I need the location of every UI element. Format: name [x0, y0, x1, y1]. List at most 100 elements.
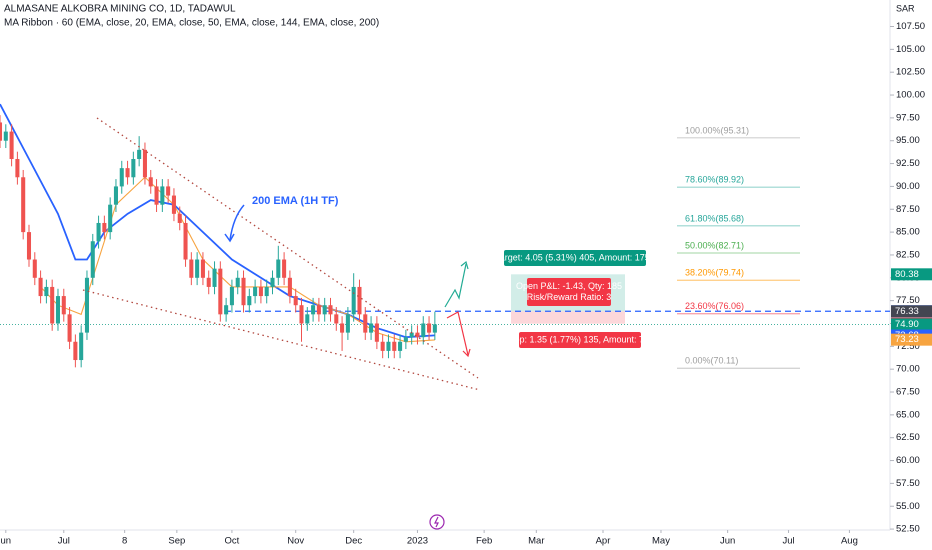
candle-body [363, 314, 368, 333]
x-tick-label: Aug [841, 536, 858, 547]
candle-body [380, 341, 385, 351]
candle-body [131, 159, 136, 178]
annotation-text: 200 EMA (1H TF) [252, 195, 339, 207]
candle-body [316, 305, 321, 315]
position-label: Target: 4.05 (5.31%) 405, Amount: 1750 [495, 252, 655, 262]
event-icon [429, 514, 445, 530]
candle-body [264, 286, 269, 297]
x-tick-label: Sep [168, 536, 185, 547]
arrowhead [224, 233, 235, 243]
candle-body [84, 277, 89, 333]
y-tick-label: 87.50 [896, 204, 920, 215]
price-tag-label: 73.23 [895, 334, 919, 345]
candle-body [79, 332, 84, 361]
moving-average [0, 103, 435, 339]
x-tick-label: Oct [225, 536, 240, 547]
y-tick-label: 82.50 [896, 249, 920, 260]
candle-body [398, 341, 403, 351]
candle-body [171, 195, 176, 214]
candle-body [61, 296, 66, 315]
candle-body [247, 296, 252, 306]
y-tick-label: 67.50 [896, 387, 920, 398]
candle-body [351, 286, 356, 315]
x-tick-label: May [652, 536, 670, 547]
candle-body [328, 305, 333, 315]
y-tick-label: 57.50 [896, 478, 920, 489]
price-tag-label: 74.90 [895, 319, 919, 330]
x-tick-label: Feb [476, 536, 492, 547]
candle-body [235, 277, 240, 287]
y-tick-label: 97.50 [896, 112, 920, 123]
candle-body [282, 259, 287, 278]
y-tick-label: 92.50 [896, 158, 920, 169]
price-tag-label: 80.38 [895, 269, 919, 280]
y-tick-label: 60.00 [896, 455, 920, 466]
position-label-box [519, 332, 641, 348]
candle-body [96, 222, 101, 242]
fib-label: 38.20%(79.74) [685, 268, 744, 278]
candle-body [427, 323, 432, 333]
candle-body [119, 168, 124, 187]
candle-body [137, 149, 142, 159]
candle-body [44, 286, 49, 297]
candle-body [369, 323, 374, 333]
candle-body [195, 259, 200, 278]
x-tick-label: Mar [528, 536, 544, 547]
price-tag [891, 305, 932, 318]
candle-body [415, 332, 420, 338]
y-tick-label: 105.00 [896, 44, 925, 55]
candle-body [403, 337, 408, 342]
x-tick-label: 8 [122, 536, 127, 547]
x-tick-label: Apr [596, 536, 611, 547]
drawings: 200 EMA (1H TF) [82, 117, 481, 530]
candle-body [113, 186, 118, 205]
candle-body [189, 259, 194, 278]
candle-body [334, 314, 339, 324]
candle-body [108, 204, 113, 233]
candle-body [142, 149, 147, 178]
candle-body [218, 268, 223, 315]
candle-body [322, 305, 327, 315]
fib-label: 61.80%(85.68) [685, 213, 744, 223]
candle-body [3, 131, 8, 141]
candle-body [21, 177, 26, 233]
candle-body [160, 186, 165, 205]
candle-body [287, 277, 292, 297]
candle-body [183, 222, 188, 260]
chart-title: ALMASANE ALKOBRA MINING CO, 1D, TADAWUL [4, 4, 236, 15]
upper-trendline [96, 117, 479, 379]
fib-label: 50.00%(82.71) [685, 240, 744, 250]
candle-body [270, 277, 275, 287]
candle-body [253, 286, 258, 297]
bull-path-arrow [444, 263, 467, 308]
x-tick-label: Dec [345, 536, 362, 547]
x-tick-label: Jun [720, 536, 735, 547]
candle-body [345, 314, 350, 333]
y-tick-label: 107.50 [896, 21, 925, 32]
candle-body [409, 332, 414, 338]
price-tag [891, 268, 932, 281]
y-tick-label: 55.00 [896, 501, 920, 512]
arrowhead [462, 348, 471, 358]
bear-path-arrow [446, 311, 469, 356]
candle-body [90, 241, 95, 278]
event-bolt [434, 516, 439, 528]
y-tick-label: 52.50 [896, 524, 920, 535]
candle-body [73, 341, 78, 361]
fib-label: 100.00%(95.31) [685, 125, 749, 135]
candle-body [229, 286, 234, 306]
x-tick-label: Jul [58, 536, 70, 547]
y-tick-label: 85.00 [896, 227, 920, 238]
annotation-arrow [229, 204, 245, 241]
candle-body [311, 305, 316, 315]
y-tick-label: 102.50 [896, 67, 925, 78]
candle-body [9, 131, 14, 159]
candle-body [305, 314, 310, 324]
candle-body [55, 296, 61, 324]
candle-body [200, 259, 205, 278]
y-tick-label: 77.50 [896, 295, 920, 306]
x-tick-label: 2023 [407, 536, 428, 547]
y-tick-label: 70.00 [896, 364, 920, 375]
